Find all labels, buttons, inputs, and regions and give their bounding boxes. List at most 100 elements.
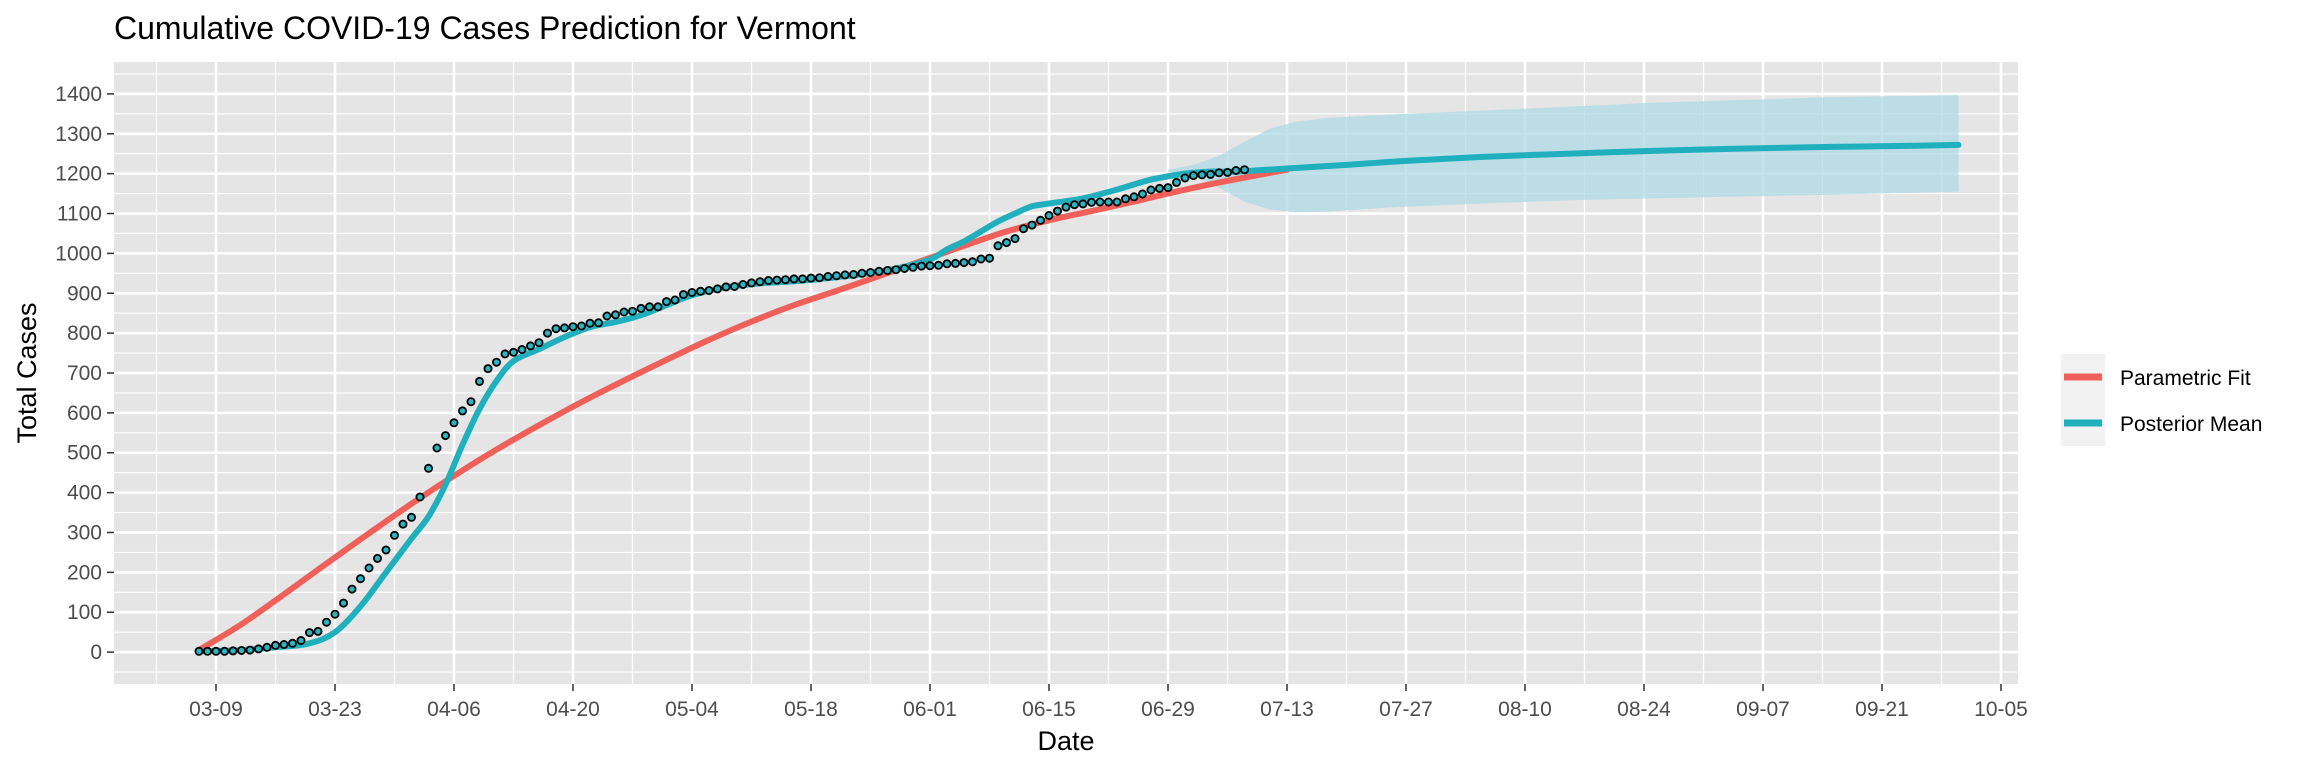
observed-point xyxy=(1027,220,1037,230)
observed-point xyxy=(968,257,978,267)
y-axis-ticks: 0 100 200 300 400 500 600 700 800 900 1000 1100 1200… xyxy=(55,83,114,664)
observed-point xyxy=(1036,215,1046,225)
observed-point xyxy=(806,273,816,283)
y-tick-label: 900 xyxy=(67,282,102,305)
observed-point xyxy=(1104,197,1114,207)
x-tick-label: 08-10 xyxy=(1498,698,1552,721)
observed-point xyxy=(330,609,340,619)
observed-point xyxy=(1053,206,1063,216)
observed-point xyxy=(1146,185,1156,195)
x-tick-label: 03-09 xyxy=(189,698,243,721)
observed-point xyxy=(1112,197,1122,207)
observed-point xyxy=(755,277,765,287)
observed-point xyxy=(1044,210,1054,220)
observed-point xyxy=(500,349,510,359)
observed-point xyxy=(738,279,748,289)
observed-point xyxy=(1095,197,1105,207)
observed-point xyxy=(296,636,306,646)
observed-point xyxy=(730,281,740,291)
observed-point xyxy=(866,267,876,277)
x-axis-title: Date xyxy=(1037,726,1094,756)
y-tick-label: 1300 xyxy=(55,123,102,146)
observed-point xyxy=(704,285,714,295)
x-tick-label: 05-04 xyxy=(665,698,719,721)
observed-point xyxy=(721,282,731,292)
observed-point xyxy=(202,646,212,656)
observed-point xyxy=(747,278,757,288)
observed-point xyxy=(1197,170,1207,180)
observed-point xyxy=(602,311,612,321)
observed-point xyxy=(534,338,544,348)
observed-point xyxy=(687,287,697,297)
observed-point xyxy=(347,584,357,594)
observed-point xyxy=(1231,165,1241,175)
observed-point xyxy=(849,269,859,279)
observed-point xyxy=(611,310,621,320)
observed-point xyxy=(891,265,901,275)
observed-point xyxy=(483,364,493,374)
observed-point xyxy=(585,318,595,328)
observed-point xyxy=(449,418,459,428)
observed-point xyxy=(789,274,799,284)
observed-point xyxy=(568,322,578,332)
observed-point xyxy=(432,443,442,453)
observed-point xyxy=(857,268,867,278)
observed-point xyxy=(1155,183,1165,193)
observed-point xyxy=(577,321,587,331)
y-tick-label: 1200 xyxy=(55,163,102,186)
observed-point xyxy=(313,626,323,636)
observed-point xyxy=(951,258,961,268)
observed-point xyxy=(959,258,969,268)
observed-point xyxy=(653,302,663,312)
series-line-parametric-fit xyxy=(196,166,1290,654)
observed-point xyxy=(270,640,280,650)
observed-point xyxy=(1180,173,1190,183)
observed-point xyxy=(372,553,382,563)
observed-point xyxy=(840,270,850,280)
y-tick-label: 700 xyxy=(67,362,102,385)
observed-point xyxy=(279,640,289,650)
observed-point xyxy=(194,646,204,656)
observed-point xyxy=(304,628,314,638)
observed-point xyxy=(1172,177,1182,187)
observed-point xyxy=(262,642,272,652)
observed-point xyxy=(253,644,263,654)
observed-point xyxy=(815,273,825,283)
observed-point xyxy=(1206,169,1216,179)
x-tick-label: 03-23 xyxy=(308,698,362,721)
observed-point xyxy=(908,262,918,272)
x-tick-label: 06-29 xyxy=(1141,698,1195,721)
observed-point xyxy=(1129,192,1139,202)
observed-point xyxy=(713,284,723,294)
legend-label-parametric-fit: Parametric Fit xyxy=(2120,367,2251,390)
observed-point xyxy=(466,397,476,407)
y-tick-label: 1100 xyxy=(57,203,102,226)
observed-point xyxy=(236,646,246,656)
observed-point xyxy=(636,303,646,313)
observed-point xyxy=(517,344,527,354)
observed-point xyxy=(942,259,952,269)
observed-point xyxy=(440,431,450,441)
observed-point xyxy=(917,261,927,271)
observed-points-layer xyxy=(194,165,1250,656)
y-tick-label: 1000 xyxy=(55,242,102,265)
observed-point xyxy=(415,492,425,502)
observed-point xyxy=(619,307,629,317)
observed-point xyxy=(764,275,774,285)
x-tick-label: 04-20 xyxy=(546,698,600,721)
y-tick-label: 200 xyxy=(67,561,102,584)
observed-point xyxy=(696,286,706,296)
observed-point xyxy=(287,638,297,648)
y-tick-label: 300 xyxy=(67,521,102,544)
observed-point xyxy=(985,253,995,263)
observed-point xyxy=(832,271,842,281)
observed-point xyxy=(874,266,884,276)
observed-point xyxy=(211,646,221,656)
observed-point xyxy=(543,328,553,338)
observed-point xyxy=(398,519,408,529)
y-tick-label: 1400 xyxy=(55,83,102,106)
x-tick-label: 04-06 xyxy=(427,698,481,721)
observed-point xyxy=(1223,167,1233,177)
x-tick-label: 09-07 xyxy=(1736,698,1790,721)
